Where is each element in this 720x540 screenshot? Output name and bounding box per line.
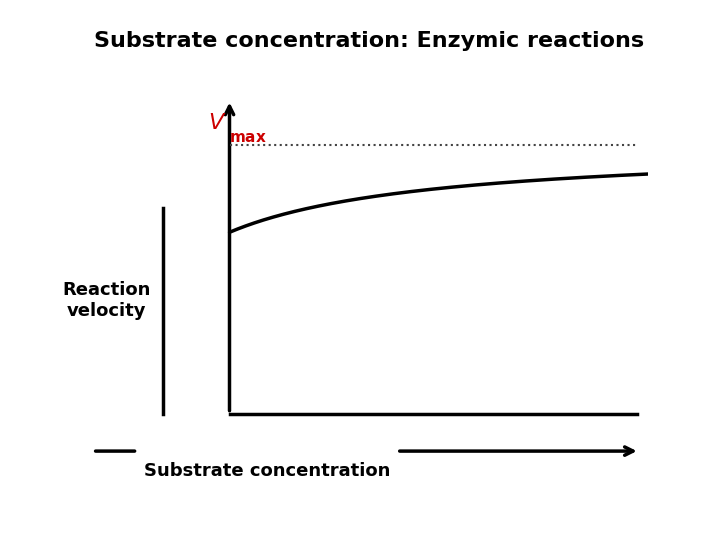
Text: Substrate concentration: Substrate concentration xyxy=(144,462,390,480)
Text: Substrate concentration: Enzymic reactions: Substrate concentration: Enzymic reactio… xyxy=(94,31,644,51)
Text: $\mathit{V}$: $\mathit{V}$ xyxy=(208,113,227,133)
Text: Reaction
velocity: Reaction velocity xyxy=(63,281,151,320)
Text: $\mathregular{max}$: $\mathregular{max}$ xyxy=(229,130,266,145)
